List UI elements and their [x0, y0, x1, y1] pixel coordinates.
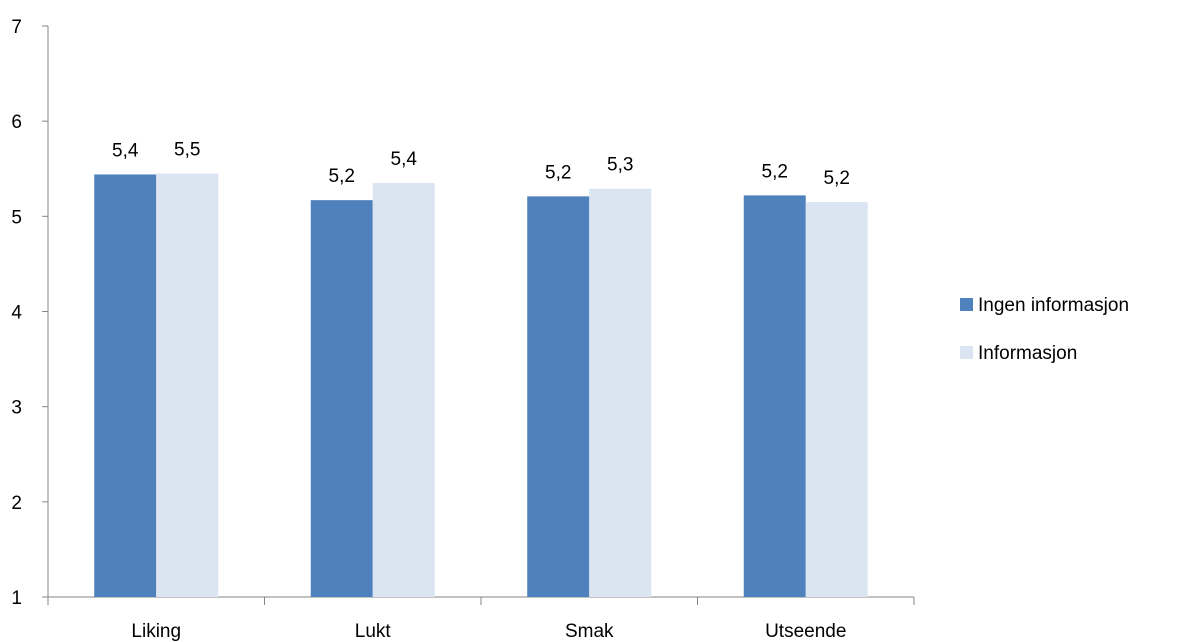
bar [743, 195, 806, 597]
legend: Ingen informasjon Informasjon [960, 295, 1129, 364]
data-labels: 5,4 5,5 5,2 5,4 5,2 5,3 5,2 5,2 [112, 140, 850, 190]
bar [527, 196, 590, 597]
data-label: 5,5 [174, 140, 200, 161]
bar [156, 173, 219, 597]
y-axis: 1 2 3 4 5 6 7 [11, 17, 49, 609]
category-label: Smak [565, 621, 614, 642]
y-tick-label: 2 [11, 493, 22, 514]
category-label: Liking [131, 621, 181, 642]
data-label: 5,2 [824, 168, 850, 189]
bar [589, 188, 652, 598]
bars [94, 173, 868, 598]
legend-label: Ingen informasjon [978, 295, 1129, 316]
data-label: 5,2 [545, 162, 571, 183]
legend-swatch [960, 346, 973, 359]
y-tick-label: 1 [11, 588, 22, 609]
y-tick-label: 6 [11, 112, 22, 133]
data-label: 5,3 [607, 155, 633, 176]
bar [310, 200, 373, 597]
category-label: Utseende [765, 621, 846, 642]
y-tick-label: 3 [11, 398, 22, 419]
data-label: 5,4 [112, 140, 139, 161]
bar [372, 183, 435, 597]
y-tick-label: 7 [11, 17, 22, 38]
legend-swatch [960, 298, 973, 311]
data-label: 5,2 [329, 166, 355, 187]
bar [94, 174, 157, 597]
category-label: Lukt [355, 621, 392, 642]
bar [805, 202, 868, 597]
y-tick-label: 5 [11, 207, 22, 228]
legend-label: Informasjon [978, 343, 1077, 364]
y-tick-label: 4 [11, 303, 22, 324]
data-label: 5,2 [762, 161, 788, 182]
x-axis: Liking Lukt Smak Utseende [47, 596, 915, 642]
data-label: 5,4 [391, 149, 418, 170]
